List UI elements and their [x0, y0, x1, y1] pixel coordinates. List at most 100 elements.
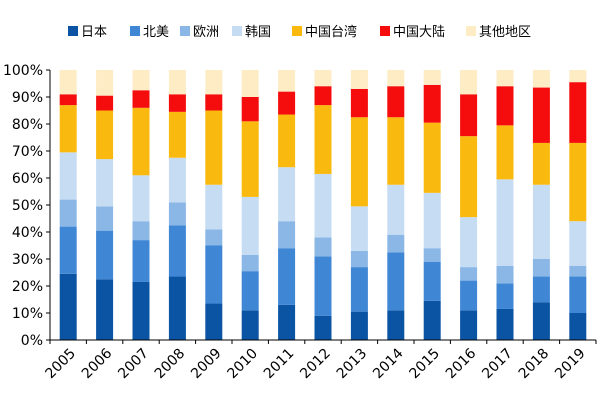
- bar-segment: [314, 237, 332, 257]
- bar-segment: [168, 94, 186, 112]
- y-tick-label: 40%: [12, 225, 43, 241]
- x-tick-label: 2015: [407, 346, 444, 383]
- bar-stack-2015: [423, 70, 441, 340]
- bar-segment: [496, 308, 514, 340]
- bar-segment: [387, 310, 405, 340]
- bar-segment: [168, 111, 186, 158]
- bar-segment: [532, 184, 550, 259]
- x-tick-label: 2019: [552, 346, 589, 383]
- x-tick-label: 2006: [79, 345, 116, 382]
- bar-segment: [241, 271, 259, 311]
- bar-segment: [59, 94, 77, 106]
- bar-segment: [132, 221, 150, 241]
- bar-segment: [423, 248, 441, 262]
- bar-segment: [387, 184, 405, 235]
- bar-segment: [132, 107, 150, 176]
- bar-segment: [205, 94, 223, 111]
- bar-segment: [314, 70, 332, 87]
- legend-label: 欧洲: [193, 25, 219, 40]
- bar-segment: [496, 283, 514, 309]
- bar-segment: [205, 245, 223, 304]
- bar-segment: [350, 88, 368, 118]
- bar-segment: [168, 157, 186, 203]
- x-tick-label: 2017: [479, 346, 516, 383]
- legend-swatch: [466, 26, 476, 36]
- bar-segment: [314, 86, 332, 106]
- legend-item: 欧洲: [180, 25, 219, 40]
- bar-stack-2013: [350, 70, 368, 340]
- legend-swatch: [68, 26, 78, 36]
- bar-segment: [278, 248, 296, 305]
- bar-segment: [423, 70, 441, 85]
- bar-segment: [350, 311, 368, 340]
- bar-segment: [496, 70, 514, 87]
- bar-segment: [350, 70, 368, 89]
- bar-segment: [569, 82, 587, 143]
- bar-segment: [168, 225, 186, 277]
- x-tick-label: 2009: [188, 346, 225, 383]
- y-axis: 0% 10% 20% 30% 40% 50% 60% 70% 80% 90% 100%: [3, 63, 51, 349]
- legend-swatch: [292, 26, 302, 36]
- legend-item: 其他地区: [466, 25, 531, 40]
- legend-label: 其他地区: [479, 25, 531, 40]
- bar-segment: [241, 254, 259, 272]
- bar-segment: [350, 117, 368, 207]
- bar-segment: [460, 267, 478, 281]
- x-tick-label: 2014: [370, 345, 407, 382]
- bar-segment: [96, 159, 114, 207]
- bar-segment: [532, 87, 550, 143]
- bar-segment: [314, 256, 332, 316]
- x-tick-label: 2016: [443, 345, 480, 382]
- bar-segment: [278, 91, 296, 115]
- bar-segment: [423, 300, 441, 340]
- bar-segment: [387, 117, 405, 185]
- x-tick-label: 2013: [334, 346, 371, 383]
- bar-segment: [314, 315, 332, 340]
- legend-label: 日本: [81, 25, 107, 40]
- bar-segment: [423, 84, 441, 123]
- bar-segment: [168, 276, 186, 340]
- bar-segment: [96, 110, 114, 160]
- bar-segment: [205, 184, 223, 230]
- bar-stack-2009: [205, 70, 223, 340]
- bar-segment: [423, 192, 441, 249]
- x-tick-label: 2005: [43, 346, 80, 383]
- bar-segment: [387, 234, 405, 253]
- bar-segment: [532, 70, 550, 88]
- bars: [59, 70, 587, 340]
- bar-stack-2018: [532, 70, 550, 340]
- bar-segment: [96, 95, 114, 111]
- bar-segment: [168, 202, 186, 226]
- y-tick-label: 10%: [12, 306, 43, 322]
- bar-stack-2017: [496, 70, 514, 340]
- bar-segment: [59, 199, 77, 227]
- bar-stack-2012: [314, 70, 332, 340]
- y-tick-label: 80%: [12, 117, 43, 133]
- bar-stack-2006: [96, 70, 114, 340]
- legend-swatch: [380, 26, 390, 36]
- legend-label: 北美: [143, 25, 169, 40]
- bar-segment: [241, 121, 259, 197]
- bar-stack-2016: [460, 70, 478, 340]
- legend-swatch: [180, 26, 190, 36]
- x-tick-label: 2007: [115, 346, 152, 383]
- bar-segment: [569, 265, 587, 277]
- legend: 日本 北美 欧洲 韩国 中国台湾 中国大陆 其他地区: [68, 24, 531, 40]
- bar-segment: [460, 70, 478, 95]
- legend-item: 中国大陆: [380, 24, 445, 40]
- bar-segment: [496, 125, 514, 180]
- bar-segment: [132, 240, 150, 282]
- bar-stack-2014: [387, 70, 405, 340]
- y-tick-label: 100%: [3, 63, 43, 79]
- bar-segment: [532, 276, 550, 303]
- bar-segment: [423, 261, 441, 301]
- legend-item: 北美: [130, 25, 169, 40]
- x-axis: 2005 2006 2007 2008 2009 2010 2011 2012 2013 2014…: [43, 339, 597, 383]
- bar-segment: [350, 267, 368, 312]
- y-tick-label: 50%: [12, 198, 43, 214]
- bar-segment: [96, 230, 114, 280]
- bar-segment: [59, 152, 77, 200]
- bar-segment: [569, 142, 587, 222]
- bar-segment: [132, 281, 150, 340]
